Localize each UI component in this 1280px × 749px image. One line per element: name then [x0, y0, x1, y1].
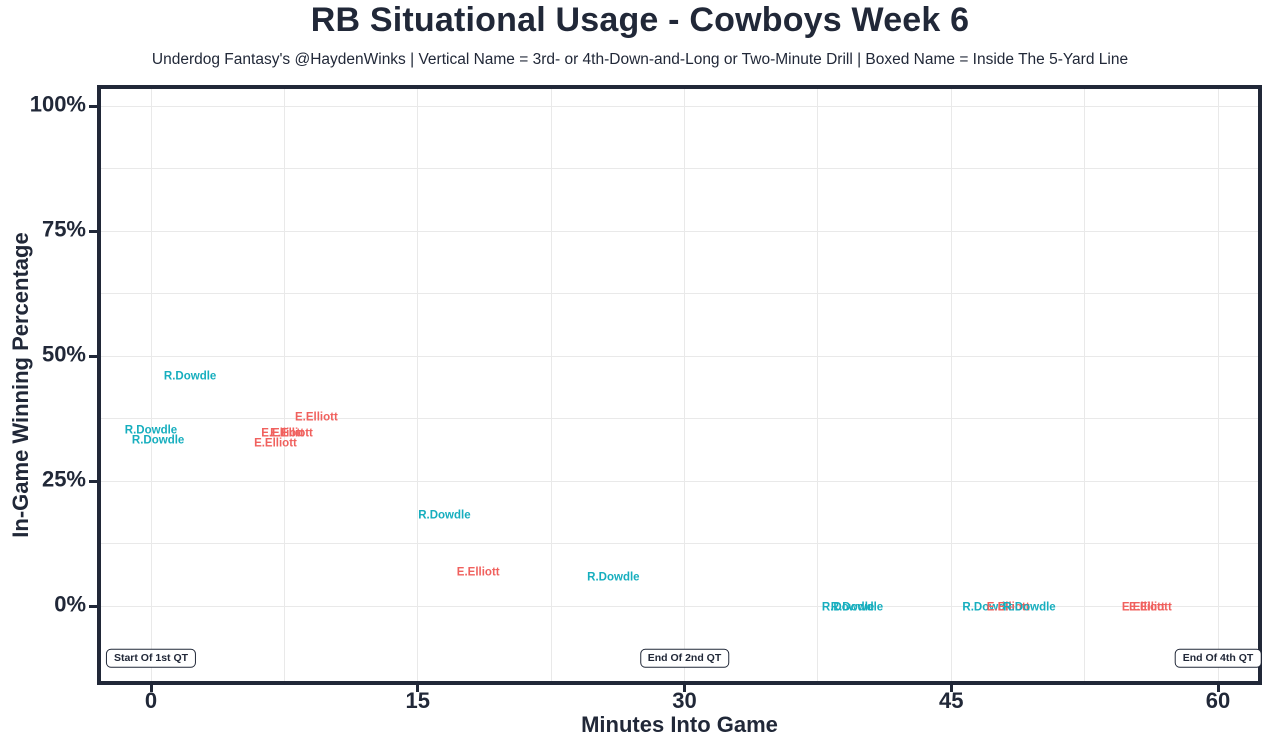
chart-title: RB Situational Usage - Cowboys Week 6: [310, 1, 970, 39]
x-tick-label: 0: [144, 688, 158, 713]
x-tick-mark: [149, 685, 153, 692]
y-tick-mark: [89, 354, 97, 358]
y-axis-title: In-Game Winning Percentage: [8, 232, 33, 538]
y-tick-mark: [89, 104, 97, 108]
x-tick-label: 15: [405, 688, 430, 713]
y-tick-label: 100%: [29, 91, 86, 117]
x-tick-label: 30: [672, 688, 697, 713]
x-tick-mark: [949, 685, 953, 692]
x-tick-mark: [416, 685, 420, 692]
chart-subtitle: Underdog Fantasy's @HaydenWinks | Vertic…: [151, 51, 1129, 68]
x-tick-label: 60: [1205, 688, 1231, 713]
y-tick-mark: [89, 479, 97, 483]
y-tick-mark: [89, 604, 97, 608]
plot-panel-border: [97, 85, 1262, 685]
x-tick-label: 45: [939, 688, 964, 713]
x-tick-mark: [1216, 685, 1220, 692]
x-tick-mark: [683, 685, 686, 692]
y-tick-label: 0%: [54, 591, 86, 617]
y-tick-mark: [89, 229, 97, 233]
x-axis-title: Minutes Into Game: [581, 712, 778, 737]
